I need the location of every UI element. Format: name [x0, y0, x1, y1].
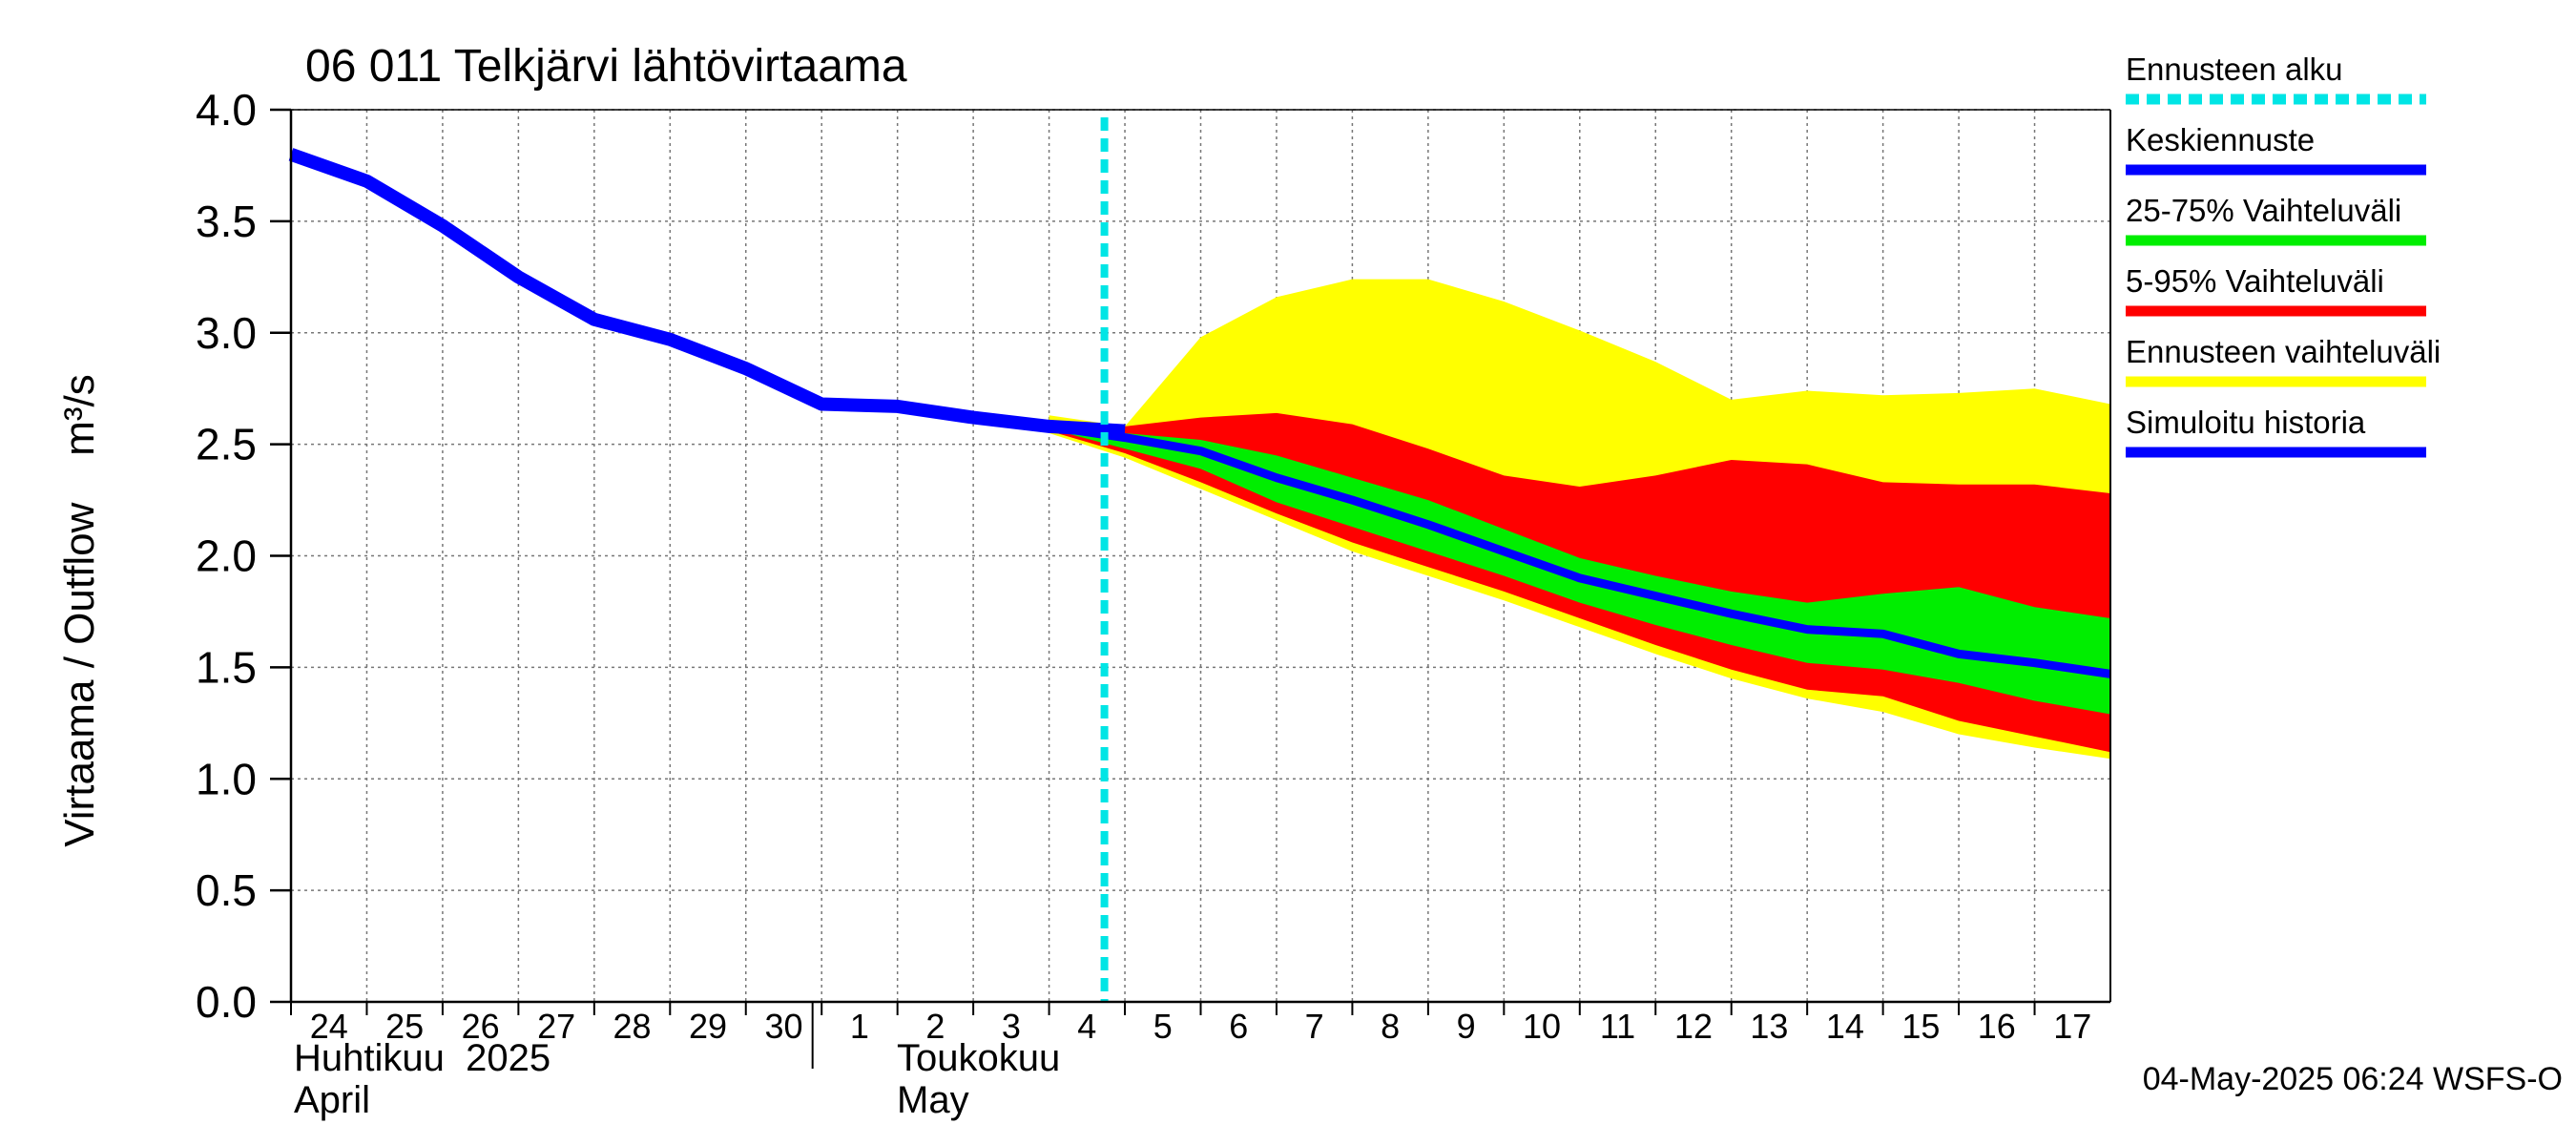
- legend-label: Ennusteen alku: [2126, 52, 2343, 87]
- x-tick-label: 24: [310, 1007, 348, 1046]
- x-tick-label: 10: [1523, 1007, 1561, 1046]
- x-tick-label: 26: [462, 1007, 500, 1046]
- legend-label: Simuloitu historia: [2126, 405, 2366, 440]
- series-keskiennuste: [1048, 422, 2111, 678]
- y-tick-label: 3.5: [196, 197, 257, 246]
- y-tick-label: 4.0: [196, 85, 257, 135]
- x-tick-label: 8: [1381, 1007, 1400, 1046]
- y-tick-label: 3.0: [196, 308, 257, 358]
- y-tick-label: 0.5: [196, 865, 257, 915]
- chart-title: 06 011 Telkjärvi lähtövirtaama: [305, 41, 907, 92]
- timestamp: 04-May-2025 06:24 WSFS-O: [2143, 1061, 2563, 1097]
- x-tick-label: 2: [925, 1007, 945, 1046]
- legend-label: 5-95% Vaihteluväli: [2126, 263, 2384, 299]
- y-axis-label: Virtaama / Outflow m³/s: [56, 374, 103, 847]
- y-tick-label: 1.5: [196, 642, 257, 692]
- x-tick-label: 12: [1674, 1007, 1713, 1046]
- x-tick-label: 16: [1978, 1007, 2016, 1046]
- series-simuloitu-historia: [288, 148, 1126, 438]
- x-tick-label: 1: [850, 1007, 869, 1046]
- y-tick-label: 2.0: [196, 531, 257, 581]
- x-tick-label: 25: [385, 1007, 424, 1046]
- x-tick-label: 5: [1153, 1007, 1173, 1046]
- y-tick-label: 2.5: [196, 420, 257, 469]
- x-tick-label: 15: [1901, 1007, 1940, 1046]
- x-tick-label: 13: [1750, 1007, 1788, 1046]
- x-tick-label: 3: [1002, 1007, 1021, 1046]
- x-tick-label: 27: [537, 1007, 575, 1046]
- month-label-april-line2: April: [294, 1079, 370, 1121]
- x-tick-label: 7: [1305, 1007, 1324, 1046]
- x-axis-ticks: 24 25 26 27 28 29 30 1 2 3 4 5 6 7 8 9 10 11 12 13 14 15 16 17: [290, 1002, 2091, 1046]
- legend: Ennusteen alku Keskiennuste 25-75% Vaihtel…: [2126, 52, 2441, 458]
- legend-label: Keskiennuste: [2126, 122, 2315, 157]
- x-tick-label: 4: [1077, 1007, 1096, 1046]
- month-label-may-line2: May: [897, 1079, 969, 1121]
- band-25-75: [1049, 424, 2110, 715]
- y-axis-ticks: 0.0 0.5 1.0 1.5 2.0 2.5 3.0 3.5 4.0: [196, 85, 291, 1027]
- x-tick-label: 28: [613, 1007, 652, 1046]
- forecast-bands: [1049, 279, 2110, 760]
- x-tick-label: 6: [1229, 1007, 1248, 1046]
- month-label-may-line1: Toukokuu: [897, 1037, 1060, 1079]
- x-tick-label: 17: [2053, 1007, 2091, 1046]
- x-tick-label: 14: [1826, 1007, 1864, 1046]
- legend-label: 25-75% Vaihteluväli: [2126, 193, 2401, 228]
- month-label-april-line1: Huhtikuu 2025: [294, 1037, 551, 1079]
- x-tick-label: 29: [689, 1007, 727, 1046]
- series-lines: [288, 117, 2111, 1002]
- x-tick-label: 9: [1457, 1007, 1476, 1046]
- legend-label: Ennusteen vaihteluväli: [2126, 334, 2441, 369]
- x-tick-label: 11: [1600, 1007, 1635, 1046]
- x-tick-label: 30: [764, 1007, 802, 1046]
- y-tick-label: 0.0: [196, 977, 257, 1027]
- y-tick-label: 1.0: [196, 754, 257, 803]
